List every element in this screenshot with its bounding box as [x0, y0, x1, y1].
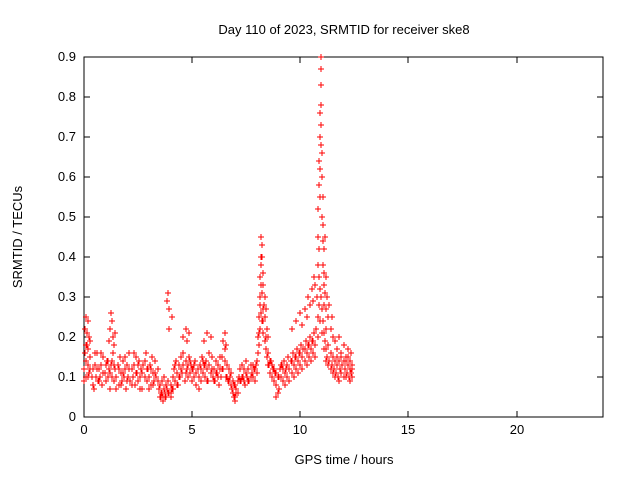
y-tick-label: 0.3 [58, 289, 76, 304]
tick-labels: 0 5 10 15 20 0 0.1 0.2 0.3 0.4 0.5 0.6 0.7 0.8 0.9 [58, 49, 524, 437]
plot-frame [83, 56, 604, 418]
y-tick-label: 0.7 [58, 129, 76, 144]
y-tick-label: 0.5 [58, 209, 76, 224]
x-tick-label: 0 [80, 422, 87, 437]
y-axis-label: SRMTID / TECUs [10, 185, 25, 288]
scatter-points [81, 54, 355, 404]
y-tick-label: 0.9 [58, 49, 76, 64]
x-tick-label: 10 [293, 422, 307, 437]
y-tick-label: 0.1 [58, 369, 76, 384]
chart-title: Day 110 of 2023, SRMTID for receiver ske… [218, 22, 469, 37]
y-tick-label: 0.4 [58, 249, 76, 264]
y-tick-label: 0.8 [58, 89, 76, 104]
y-tick-label: 0.6 [58, 169, 76, 184]
x-tick-label: 5 [188, 422, 195, 437]
scatter-points-group [81, 54, 355, 404]
y-tick-label: 0.2 [58, 329, 76, 344]
x-axis-label: GPS time / hours [295, 452, 394, 467]
x-tick-label: 20 [510, 422, 524, 437]
x-tick-label: 15 [401, 422, 415, 437]
axis-tick-marks [83, 56, 603, 418]
y-tick-label: 0 [69, 409, 76, 424]
